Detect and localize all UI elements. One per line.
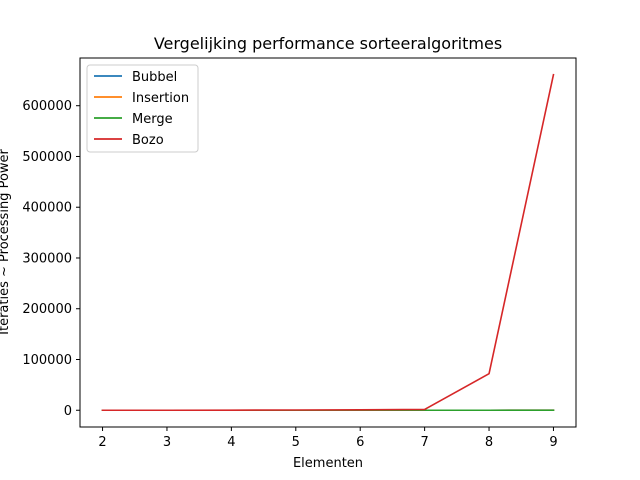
- y-tick-label: 100000: [22, 353, 72, 368]
- legend-label-merge: Merge: [132, 112, 173, 127]
- y-tick-label: 600000: [22, 99, 72, 114]
- legend-label-bozo: Bozo: [132, 133, 164, 148]
- x-tick-label: 9: [549, 435, 557, 450]
- y-tick-label: 400000: [22, 201, 72, 216]
- series-line-bozo: [101, 73, 555, 412]
- legend-label-bubbel: Bubbel: [132, 70, 177, 85]
- chart-title: Vergelijking performance sorteeralgoritm…: [154, 34, 502, 53]
- x-tick-label: 7: [420, 435, 428, 450]
- y-tick-label: 200000: [22, 302, 72, 317]
- x-tick-label: 8: [485, 435, 493, 450]
- x-tick-label: 5: [292, 435, 300, 450]
- x-tick-label: 4: [227, 435, 235, 450]
- y-tick-label: 300000: [22, 251, 72, 266]
- x-tick-label: 2: [98, 435, 106, 450]
- x-tick-label: 6: [356, 435, 364, 450]
- x-axis-ticks: 2 3 4 5 6 7 8 9: [98, 427, 558, 450]
- plot-series: [101, 73, 555, 412]
- y-tick-label: 500000: [22, 150, 72, 165]
- legend-box: [86, 64, 199, 153]
- plot-frame: [79, 57, 577, 428]
- legend-label-insertion: Insertion: [132, 91, 189, 106]
- x-axis-label: Elementen: [293, 456, 363, 471]
- x-tick-label: 3: [163, 435, 171, 450]
- y-tick-label: 0: [64, 404, 72, 419]
- legend: Bubbel Insertion Merge Bozo: [86, 64, 199, 153]
- y-axis-ticks: 0 100000 200000 300000 400000 500000 600000: [22, 99, 80, 419]
- y-axis-label: Iteraties ~ Processing Power: [0, 148, 12, 334]
